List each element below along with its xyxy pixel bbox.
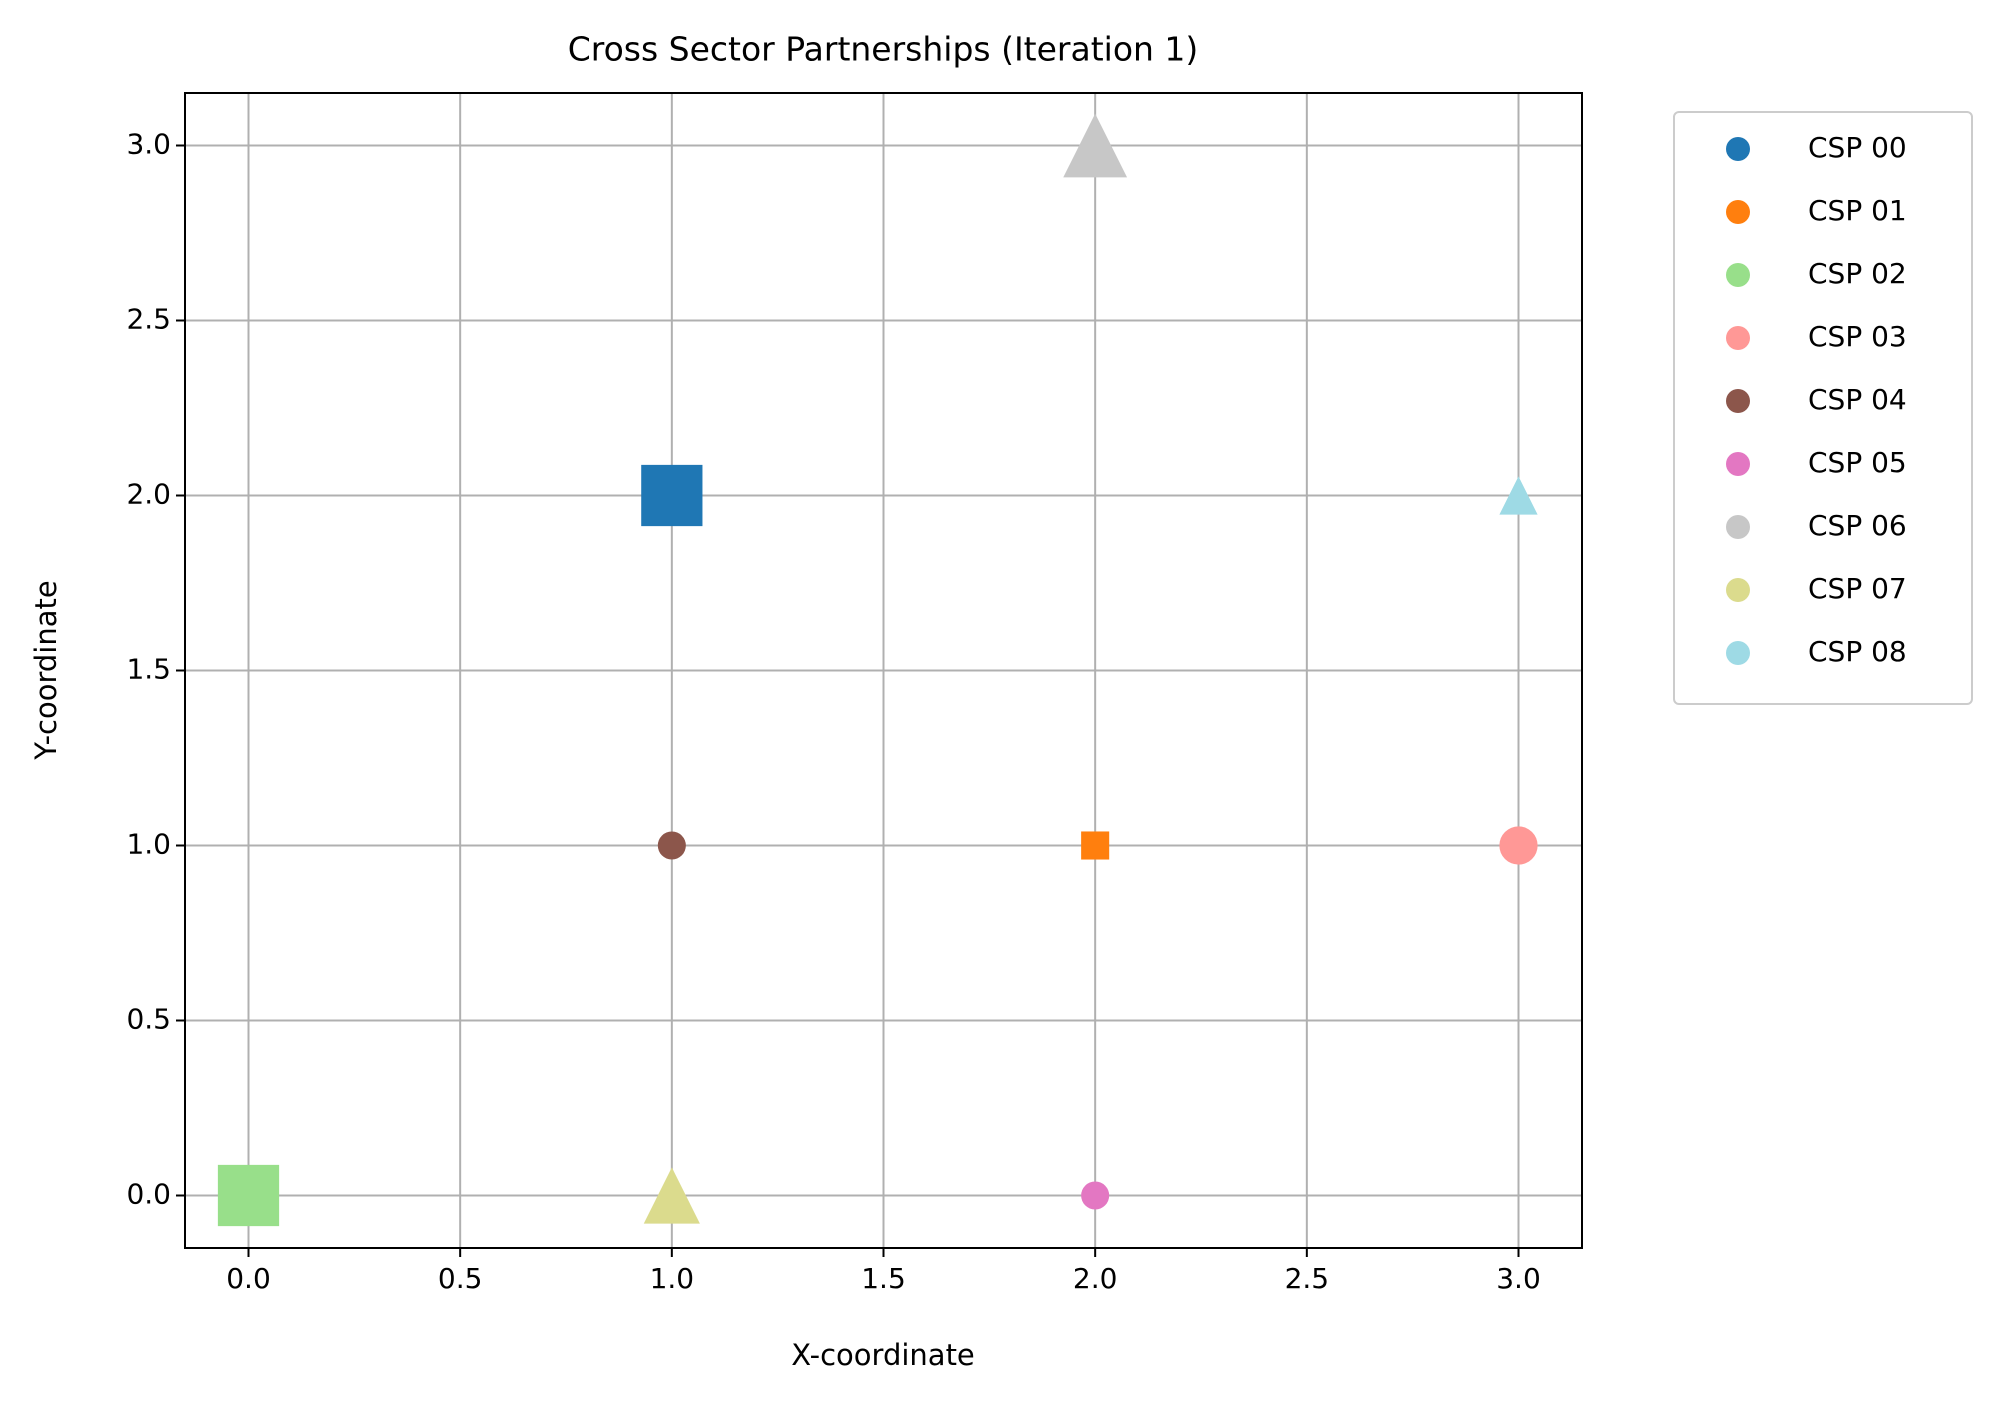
point xyxy=(1081,1181,1110,1210)
x-tick-label: 0.5 xyxy=(438,1262,483,1295)
plot-frame xyxy=(184,92,1583,1249)
y-tick-label: 0.0 xyxy=(126,1178,171,1211)
legend-marker xyxy=(1726,137,1750,161)
legend-frame xyxy=(1673,111,1973,705)
y-tick-label: 1.0 xyxy=(126,828,171,861)
x-tick-label: 1.5 xyxy=(861,1262,906,1295)
y-axis-label: Y-coordinate xyxy=(29,580,63,760)
y-tick-label: 2.0 xyxy=(126,478,171,511)
legend-label: CSP 06 xyxy=(1808,509,1907,542)
legend-marker xyxy=(1726,641,1750,665)
y-tick-label: 1.5 xyxy=(126,653,171,686)
x-tick-label: 0.0 xyxy=(226,1262,271,1295)
legend-label: CSP 05 xyxy=(1808,446,1907,479)
legend-label: CSP 03 xyxy=(1808,320,1907,353)
legend-marker xyxy=(1726,200,1750,224)
chart-title: Cross Sector Partnerships (Iteration 1) xyxy=(568,30,1199,69)
legend-label: CSP 07 xyxy=(1808,572,1907,605)
x-tick-label: 2.5 xyxy=(1285,1262,1330,1295)
y-tick-label: 2.5 xyxy=(126,303,171,336)
legend-marker xyxy=(1726,263,1750,287)
legend-marker xyxy=(1726,452,1750,476)
legend-label: CSP 01 xyxy=(1808,194,1907,227)
legend-marker xyxy=(1726,515,1750,539)
x-axis-label: X-coordinate xyxy=(791,1338,975,1372)
point xyxy=(1081,831,1110,860)
point xyxy=(1063,113,1128,178)
x-tick-label: 2.0 xyxy=(1073,1262,1118,1295)
legend-label: CSP 04 xyxy=(1808,383,1907,416)
legend-label: CSP 02 xyxy=(1808,257,1907,290)
point xyxy=(657,831,686,860)
point xyxy=(217,1164,280,1227)
point xyxy=(641,464,703,527)
y-tick-label: 0.5 xyxy=(126,1003,171,1036)
x-tick-label: 3.0 xyxy=(1496,1262,1541,1295)
legend-label: CSP 08 xyxy=(1808,635,1907,668)
point xyxy=(1499,826,1538,865)
point xyxy=(643,1167,700,1224)
legend-marker xyxy=(1726,326,1750,350)
point xyxy=(1499,476,1538,515)
legend-label: CSP 00 xyxy=(1808,131,1907,164)
y-tick-label: 3.0 xyxy=(126,128,171,161)
legend-marker xyxy=(1726,578,1750,602)
x-tick-label: 1.0 xyxy=(650,1262,695,1295)
legend-marker xyxy=(1726,389,1750,413)
